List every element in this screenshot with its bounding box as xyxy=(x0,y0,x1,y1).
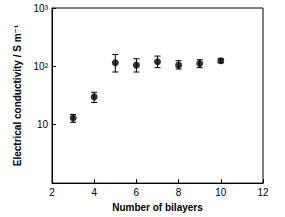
svg-text:10²: 10² xyxy=(34,61,49,72)
svg-text:Electrical conductivity / S m⁻: Electrical conductivity / S m⁻¹ xyxy=(12,24,23,166)
svg-text:2: 2 xyxy=(49,187,55,198)
svg-text:12: 12 xyxy=(257,187,269,198)
svg-text:10: 10 xyxy=(37,119,49,130)
svg-text:4: 4 xyxy=(91,187,97,198)
svg-text:6: 6 xyxy=(134,187,140,198)
svg-text:Number of bilayers: Number of bilayers xyxy=(112,202,203,213)
svg-text:8: 8 xyxy=(176,187,182,198)
svg-text:10: 10 xyxy=(215,187,227,198)
svg-text:10³: 10³ xyxy=(34,3,49,14)
